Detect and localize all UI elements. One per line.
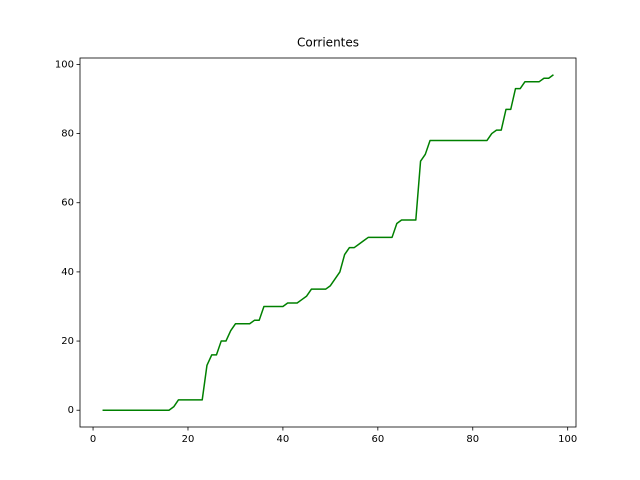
x-tick-label: 100 bbox=[558, 434, 577, 445]
x-tick-label: 40 bbox=[277, 434, 290, 445]
line-series bbox=[102, 74, 554, 411]
y-tick-label: 80 bbox=[61, 129, 74, 140]
x-tick-label: 80 bbox=[466, 434, 479, 445]
y-tick-label: 20 bbox=[61, 336, 74, 347]
x-tick-label: 60 bbox=[371, 434, 384, 445]
x-tick-label: 0 bbox=[90, 434, 96, 445]
y-tick-label: 40 bbox=[61, 267, 74, 278]
y-tick-label: 100 bbox=[55, 59, 74, 70]
plot-frame bbox=[79, 57, 577, 428]
chart-title: Corrientes bbox=[297, 36, 359, 50]
y-tick-label: 60 bbox=[61, 198, 74, 209]
y-tick-label: 0 bbox=[68, 405, 74, 416]
x-tick-label: 20 bbox=[182, 434, 195, 445]
